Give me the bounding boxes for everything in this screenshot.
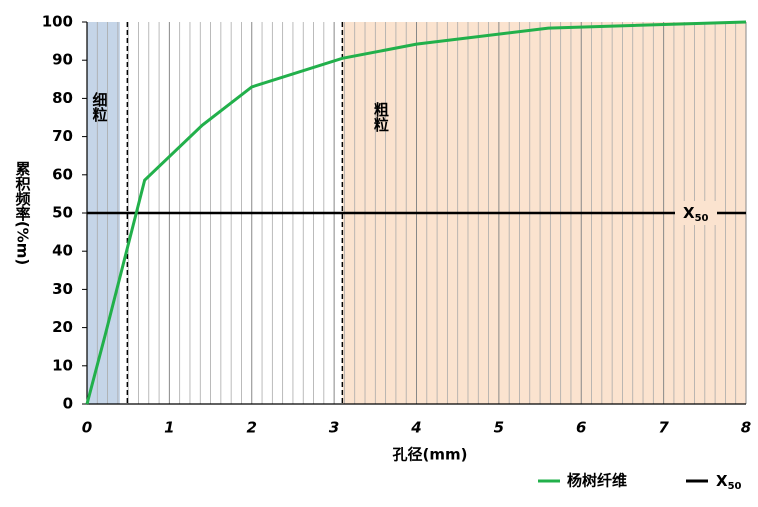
x-tick-label: 5 <box>494 419 504 437</box>
y-tick-label: 90 <box>52 51 73 69</box>
reference-label: X50 <box>683 204 709 225</box>
data-line <box>85 20 747 405</box>
region-label: 粗粒 <box>372 102 390 133</box>
legend-label: X50 <box>716 472 742 493</box>
x-tick-label: 1 <box>164 419 174 437</box>
reference-label-bg <box>675 201 717 225</box>
x-axis-title: 孔径(mm) <box>393 446 468 464</box>
y-tick-label: 0 <box>63 395 73 413</box>
x-tick-label: 0 <box>82 419 92 437</box>
x-tick-label: 6 <box>576 419 586 437</box>
region-label: 细粒 <box>91 91 109 123</box>
y-tick-label: 60 <box>52 165 73 183</box>
x-tick-label: 4 <box>410 419 421 437</box>
ref-sub: 50 <box>695 213 709 224</box>
ref-name: X <box>683 204 695 222</box>
ref-name: X <box>716 472 728 490</box>
legend-label: 杨树纤维 <box>567 472 627 490</box>
y-tick-label: 80 <box>52 89 73 107</box>
y-tick-label: 70 <box>52 127 73 145</box>
y-tick-label: 50 <box>52 204 73 222</box>
x-tick-label: 7 <box>658 419 669 437</box>
y-tick-label: 40 <box>52 242 73 260</box>
ref-sub: 50 <box>728 481 742 492</box>
y-axis-title: 累积频率(%m) <box>14 161 32 265</box>
y-tick-label: 30 <box>52 280 73 298</box>
y-tick-label: 100 <box>42 13 73 31</box>
y-tick-label: 10 <box>52 356 73 374</box>
x-tick-label: 8 <box>741 419 751 437</box>
y-tick-label: 20 <box>52 318 73 336</box>
x-tick-label: 2 <box>247 419 257 437</box>
x-tick-label: 3 <box>329 419 339 437</box>
